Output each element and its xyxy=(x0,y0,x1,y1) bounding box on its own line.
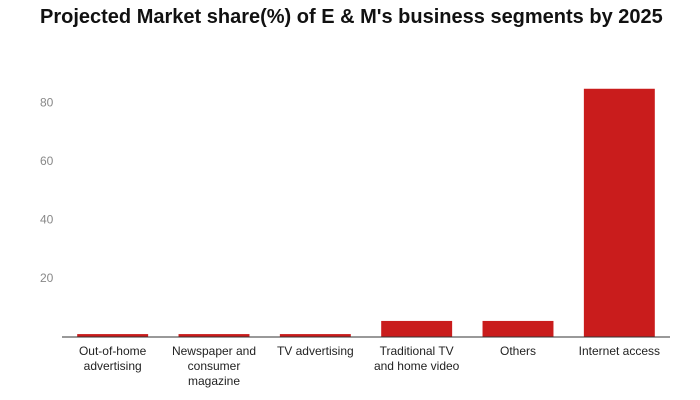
bar xyxy=(279,334,351,337)
x-tick-label: Traditional TV and home video xyxy=(373,344,460,373)
bar xyxy=(178,334,250,337)
x-tick-label: Others xyxy=(499,344,536,358)
bar xyxy=(482,320,554,337)
y-tick-label: 20 xyxy=(40,271,54,285)
x-tick-label: Newspaper and consumer magazine xyxy=(171,344,257,388)
bar xyxy=(583,88,655,338)
y-tick-label: 40 xyxy=(40,212,54,226)
x-tick-label: TV advertising xyxy=(276,344,354,358)
y-tick-label: 80 xyxy=(40,96,54,110)
bar xyxy=(381,320,453,337)
y-tick-label: 60 xyxy=(40,154,54,168)
bar xyxy=(77,334,149,337)
x-tick-label: Internet access xyxy=(578,344,661,358)
x-tick-label: Out-of-home advertising xyxy=(78,344,147,373)
chart-title: Projected Market share(%) of E & M's bus… xyxy=(40,6,663,28)
